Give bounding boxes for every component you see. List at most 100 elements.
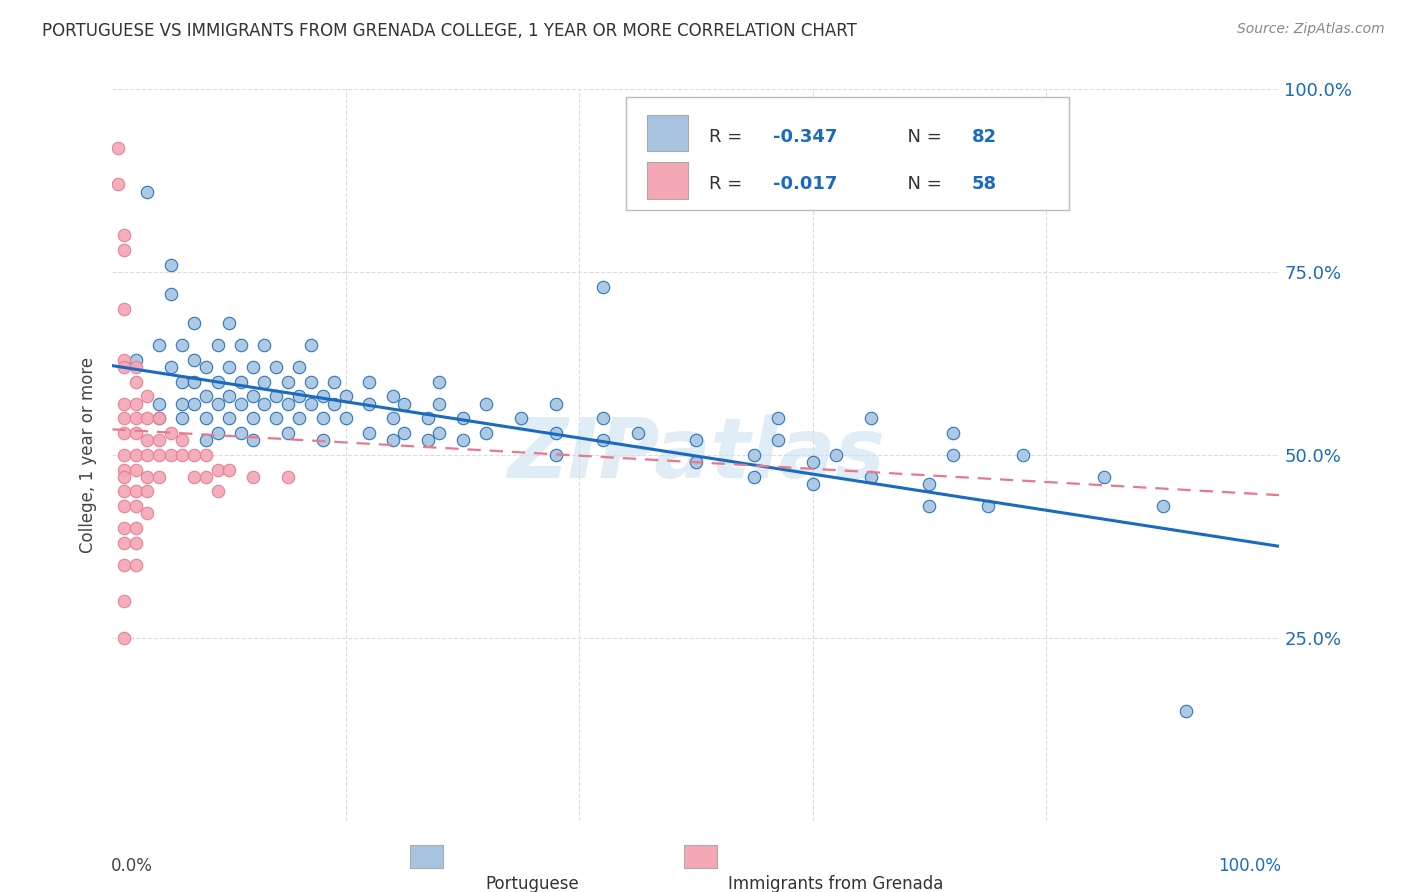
Point bbox=[112, 301, 135, 316]
Text: Source: ZipAtlas.com: Source: ZipAtlas.com bbox=[1237, 22, 1385, 37]
Point bbox=[299, 397, 322, 411]
Point bbox=[1011, 448, 1033, 462]
Point bbox=[207, 397, 229, 411]
Point bbox=[148, 448, 170, 462]
Point bbox=[125, 521, 148, 535]
Point bbox=[416, 411, 439, 425]
Point bbox=[323, 397, 346, 411]
Point bbox=[381, 389, 404, 403]
Point bbox=[112, 535, 135, 549]
Point bbox=[172, 448, 194, 462]
Point bbox=[242, 360, 264, 375]
Point bbox=[194, 360, 217, 375]
Point bbox=[107, 141, 129, 155]
Point bbox=[218, 360, 240, 375]
Point bbox=[801, 477, 824, 491]
Point bbox=[918, 477, 941, 491]
Point bbox=[112, 521, 135, 535]
Point bbox=[242, 389, 264, 403]
Point bbox=[136, 389, 159, 403]
Text: Immigrants from Grenada: Immigrants from Grenada bbox=[728, 876, 943, 892]
Point bbox=[264, 360, 287, 375]
Point bbox=[766, 434, 789, 448]
Point bbox=[1152, 499, 1174, 513]
Point bbox=[207, 484, 229, 499]
Point bbox=[335, 411, 357, 425]
Point bbox=[218, 411, 240, 425]
Point bbox=[160, 360, 183, 375]
Point bbox=[859, 470, 883, 484]
Point bbox=[194, 470, 217, 484]
FancyBboxPatch shape bbox=[626, 96, 1070, 210]
Point bbox=[207, 425, 229, 440]
Point bbox=[942, 448, 965, 462]
Point bbox=[194, 411, 217, 425]
Point bbox=[825, 448, 848, 462]
Point bbox=[148, 411, 170, 425]
Point bbox=[125, 558, 148, 572]
Point bbox=[148, 470, 170, 484]
Point bbox=[125, 352, 148, 367]
FancyBboxPatch shape bbox=[647, 115, 688, 152]
Text: 58: 58 bbox=[972, 176, 997, 194]
Point bbox=[160, 425, 183, 440]
Point bbox=[242, 434, 264, 448]
Point bbox=[253, 397, 276, 411]
Point bbox=[112, 352, 135, 367]
Point bbox=[172, 397, 194, 411]
Point bbox=[125, 425, 148, 440]
Point bbox=[427, 375, 450, 389]
Point bbox=[172, 411, 194, 425]
Point bbox=[627, 425, 650, 440]
Point bbox=[942, 425, 965, 440]
Point bbox=[359, 375, 381, 389]
Point bbox=[112, 558, 135, 572]
Text: -0.347: -0.347 bbox=[773, 128, 838, 145]
Point bbox=[125, 484, 148, 499]
Point bbox=[112, 448, 135, 462]
Point bbox=[801, 178, 824, 192]
Text: 100.0%: 100.0% bbox=[1218, 857, 1281, 875]
Point bbox=[112, 397, 135, 411]
Point bbox=[381, 411, 404, 425]
Point bbox=[148, 338, 170, 352]
Point bbox=[136, 470, 159, 484]
Point bbox=[148, 411, 170, 425]
Point bbox=[253, 338, 276, 352]
Point bbox=[218, 316, 240, 330]
Point bbox=[229, 425, 252, 440]
Point bbox=[311, 434, 333, 448]
Point bbox=[136, 434, 159, 448]
Point bbox=[742, 470, 765, 484]
Y-axis label: College, 1 year or more: College, 1 year or more bbox=[79, 357, 97, 553]
Point bbox=[451, 411, 474, 425]
Point bbox=[592, 434, 614, 448]
Point bbox=[544, 448, 567, 462]
Point bbox=[392, 397, 416, 411]
Point bbox=[592, 279, 614, 293]
Text: 82: 82 bbox=[972, 128, 997, 145]
Point bbox=[451, 434, 474, 448]
Point bbox=[112, 594, 135, 608]
Point bbox=[125, 448, 148, 462]
Point bbox=[544, 397, 567, 411]
Point bbox=[253, 375, 276, 389]
Point bbox=[264, 411, 287, 425]
FancyBboxPatch shape bbox=[411, 845, 443, 868]
Text: -0.017: -0.017 bbox=[773, 176, 838, 194]
Point bbox=[311, 389, 333, 403]
Point bbox=[125, 499, 148, 513]
Text: R =: R = bbox=[709, 128, 748, 145]
Point bbox=[276, 425, 298, 440]
Point bbox=[742, 448, 765, 462]
Point bbox=[475, 425, 498, 440]
Point bbox=[172, 338, 194, 352]
Point bbox=[311, 411, 333, 425]
Point bbox=[112, 360, 135, 375]
Point bbox=[288, 411, 311, 425]
Point bbox=[475, 397, 498, 411]
Point bbox=[427, 397, 450, 411]
Point bbox=[136, 484, 159, 499]
Point bbox=[125, 535, 148, 549]
Point bbox=[323, 375, 346, 389]
